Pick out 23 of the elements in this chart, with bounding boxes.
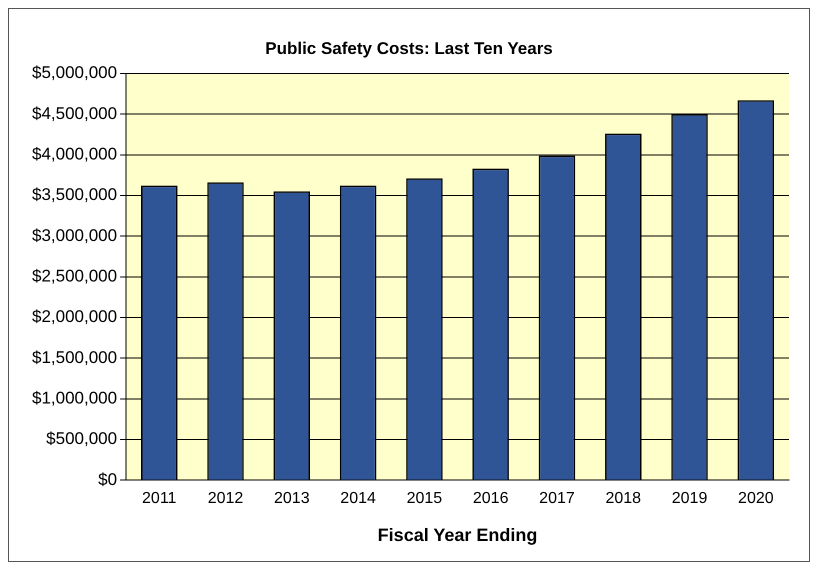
x-axis-title: Fiscal Year Ending [378, 525, 538, 546]
y-tick-label: $3,500,000 [32, 185, 118, 204]
y-tick-label: $5,000,000 [32, 63, 118, 82]
chart-title: Public Safety Costs: Last Ten Years [265, 38, 553, 58]
x-tick-label: 2011 [142, 490, 177, 508]
y-tick-label: $2,000,000 [32, 307, 118, 326]
x-tick-label: 2015 [406, 490, 442, 508]
x-tick-label: 2017 [539, 490, 575, 508]
x-tick-label: 2018 [605, 490, 642, 508]
x-tick-label: 2014 [340, 490, 376, 508]
y-tick-label: $1,000,000 [32, 388, 118, 408]
y-tick-label: $3,000,000 [32, 226, 118, 245]
x-tick-label: 2020 [738, 490, 774, 508]
y-tick-label: $0 [98, 470, 118, 489]
x-tick-label: 2016 [472, 490, 509, 508]
x-tick-label: 2012 [208, 490, 244, 508]
y-tick-label: $1,500,000 [32, 348, 118, 367]
x-tick-label: 2013 [274, 490, 310, 508]
y-tick-label: $4,500,000 [32, 104, 118, 123]
y-tick-label: $2,500,000 [32, 266, 118, 286]
y-tick-label: $500,000 [46, 429, 118, 448]
x-tick-label: 2019 [672, 490, 708, 508]
y-tick-label: $4,000,000 [32, 144, 118, 164]
